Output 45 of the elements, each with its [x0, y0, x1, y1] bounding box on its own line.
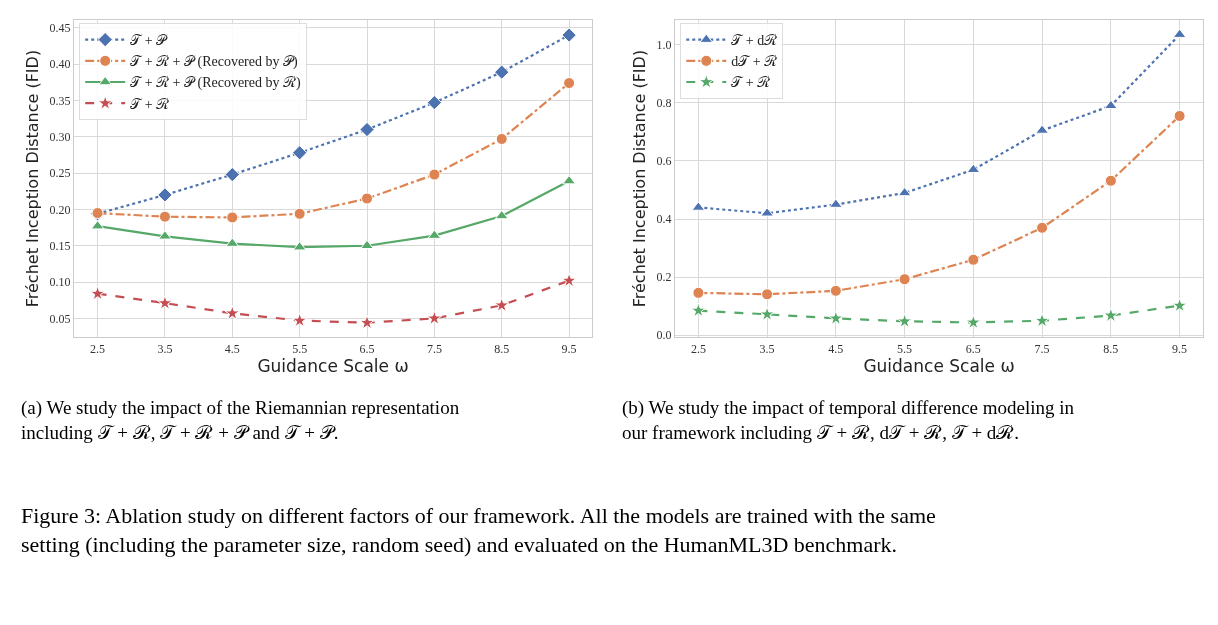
- text: (b) We study the impact of temporal difference modeling in our framework including 𝒯 + ℛ, d𝒯 + ℛ, 𝒯 + dℛ.: [622, 397, 1075, 443]
- x-tick-label: 2.5: [690, 341, 706, 356]
- x-tick-label: 8.5: [1103, 341, 1119, 356]
- y-tick-label: 0.40: [49, 57, 71, 72]
- legend-label: 𝒯 + dℛ: [731, 33, 778, 49]
- y-tick-label: 0.35: [49, 93, 71, 108]
- legend-label: 𝒯 + ℛ + 𝒫 (Recovered by ℛ): [130, 75, 301, 92]
- legend-label: 𝒯 + ℛ + 𝒫 (Recovered by 𝒫): [130, 54, 298, 71]
- x-tick-label: 3.5: [759, 341, 775, 356]
- x-tick-label: 6.5: [965, 341, 981, 356]
- y-tick-label: 0.2: [656, 270, 672, 285]
- y-axis-title: Fréchet Inception Distance (FID): [23, 49, 43, 308]
- y-tick-label: 0.30: [49, 129, 71, 144]
- legend-label: 𝒯 + 𝒫: [130, 33, 169, 49]
- x-tick-label: 9.5: [1172, 341, 1188, 356]
- y-tick-label: 0.4: [656, 212, 672, 227]
- x-axis-title: Guidance Scale ω: [863, 355, 1015, 376]
- x-tick-label: 6.5: [359, 341, 375, 356]
- x-tick-label: 4.5: [224, 341, 240, 356]
- x-axis-title: Guidance Scale ω: [257, 355, 409, 376]
- y-tick-label: 0.20: [49, 202, 71, 217]
- y-tick-label: 0.05: [49, 311, 71, 326]
- legend-label: d𝒯 + ℛ: [731, 54, 778, 70]
- x-tick-label: 5.5: [292, 341, 308, 356]
- x-tick-label: 5.5: [897, 341, 913, 356]
- text: (a) We study the impact of the Riemannian representation including 𝒯 + ℛ, 𝒯 + ℛ + 𝒫 and 𝒯 + 𝒫.: [21, 397, 460, 443]
- y-tick-label: 0.25: [49, 166, 71, 181]
- y-tick-label: 0.6: [656, 154, 672, 169]
- y-axis-title: Fréchet Inception Distance (FID): [630, 49, 650, 308]
- legend-label: 𝒯 + ℛ: [130, 96, 170, 112]
- x-tick-label: 8.5: [494, 341, 510, 356]
- caption: Figure 3: Ablation study on different factors of our framework. All the models are trained with the same setting (including the parameter size, random seed) and evaluated on the HumanML3D benchmark.: [21, 503, 936, 557]
- y-tick-label: 0.15: [49, 238, 71, 253]
- y-tick-label: 0.10: [49, 275, 71, 290]
- y-tick-label: 1.0: [656, 38, 672, 53]
- x-tick-label: 2.5: [90, 341, 106, 356]
- legend-label: 𝒯 + ℛ: [731, 75, 771, 91]
- x-tick-label: 7.5: [1034, 341, 1050, 356]
- x-tick-label: 4.5: [828, 341, 844, 356]
- y-tick-label: 0.0: [656, 328, 672, 343]
- x-tick-label: 7.5: [426, 341, 442, 356]
- y-tick-label: 0.45: [49, 21, 71, 36]
- x-tick-label: 3.5: [157, 341, 173, 356]
- x-tick-label: 9.5: [561, 341, 577, 356]
- y-tick-label: 0.8: [656, 96, 672, 111]
